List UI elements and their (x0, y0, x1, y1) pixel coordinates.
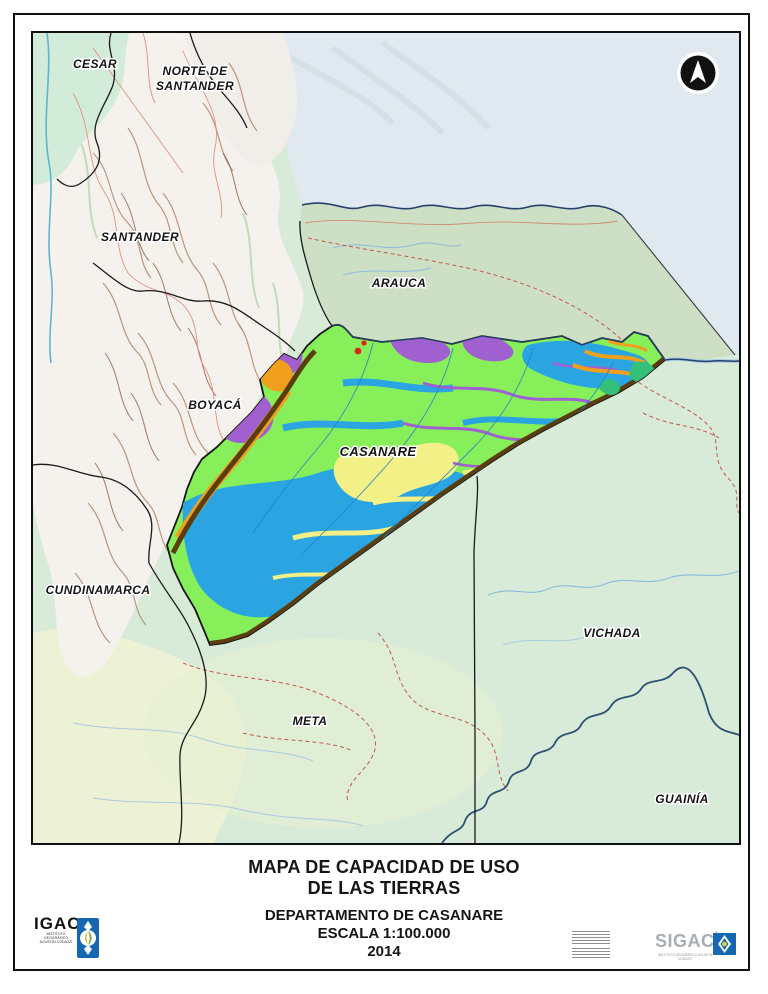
casanare-river-border (331, 324, 666, 361)
label-casanare: CASANARE (340, 444, 417, 459)
label-arauca: ARAUCA (371, 276, 426, 290)
sigac-emblem-icon (713, 933, 736, 955)
map-area: CESAR NORTE DE SANTANDER SANTANDER ARAUC… (31, 31, 741, 845)
mountain-roads (72, 33, 226, 444)
sigac-logo: SIGAC® INSTITUTO GEOGRÁFICO AGUSTÍN CODA… (655, 931, 751, 965)
map-subtitle: DEPARTAMENTO DE CASANARE (264, 907, 504, 924)
north-arrow-icon (677, 52, 719, 94)
label-norte-de-santander-2: SANTANDER (156, 79, 234, 93)
igac-caption-line2: AGUSTÍN CODAZZI (39, 940, 73, 944)
map-year: 2014 (367, 943, 401, 960)
venezuela-border-line (621, 214, 736, 356)
class-brown-areas (170, 349, 665, 645)
map-title-line1: MAPA DE CAPACIDAD DE USO (248, 857, 520, 877)
map-title-line2: DE LAS TIERRAS (307, 878, 461, 898)
sigac-caption: INSTITUTO GEOGRÁFICO AGUSTÍN CODAZZI (657, 953, 713, 961)
disclaimer-text-block (572, 931, 610, 961)
label-vichada: VICHADA (583, 626, 640, 640)
meta-river (664, 357, 739, 364)
department-boundaries (33, 33, 479, 843)
label-boyaca: BOYACÁ (188, 397, 242, 412)
label-meta: META (293, 714, 328, 728)
region-labels: CESAR NORTE DE SANTANDER SANTANDER ARAUC… (44, 56, 710, 808)
cesar-region (33, 33, 129, 185)
class-cyan-areas (182, 340, 650, 618)
map-image: CESAR NORTE DE SANTANDER SANTANDER ARAUC… (33, 33, 739, 843)
title-block: MAPA DE CAPACIDAD DE USO DE LAS TIERRAS … (15, 845, 753, 971)
mountain-terrain (33, 33, 304, 677)
unpaved-roads (182, 237, 739, 804)
arauca-road (304, 220, 619, 225)
label-santander: SANTANDER (101, 230, 179, 244)
magdalena-river (45, 33, 53, 364)
meta-llanos-tint (33, 628, 503, 843)
guaviare-river (441, 666, 739, 843)
arauca-region (299, 203, 735, 361)
arauca-river-border (301, 202, 623, 216)
igac-caption-line1: INSTITUTO GEOGRÁFICO (43, 932, 69, 940)
map-scale: ESCALA 1:100.000 (317, 925, 451, 942)
label-norte-de-santander-1: NORTE DE (163, 64, 229, 78)
sigac-logo-text: SIGAC (655, 931, 715, 951)
igac-logo-text: IGAC (34, 914, 81, 933)
label-cesar: CESAR (73, 57, 117, 71)
label-guainia: GUAINÍA (655, 791, 708, 806)
outside-country-region (266, 33, 739, 359)
igac-logo: IGAC INSTITUTO GEOGRÁFICO AGUSTÍN CODAZZ… (34, 914, 104, 962)
plains-rivers (72, 242, 739, 827)
label-cundinamarca: CUNDINAMARCA (46, 583, 151, 597)
igac-emblem-icon (77, 918, 99, 958)
